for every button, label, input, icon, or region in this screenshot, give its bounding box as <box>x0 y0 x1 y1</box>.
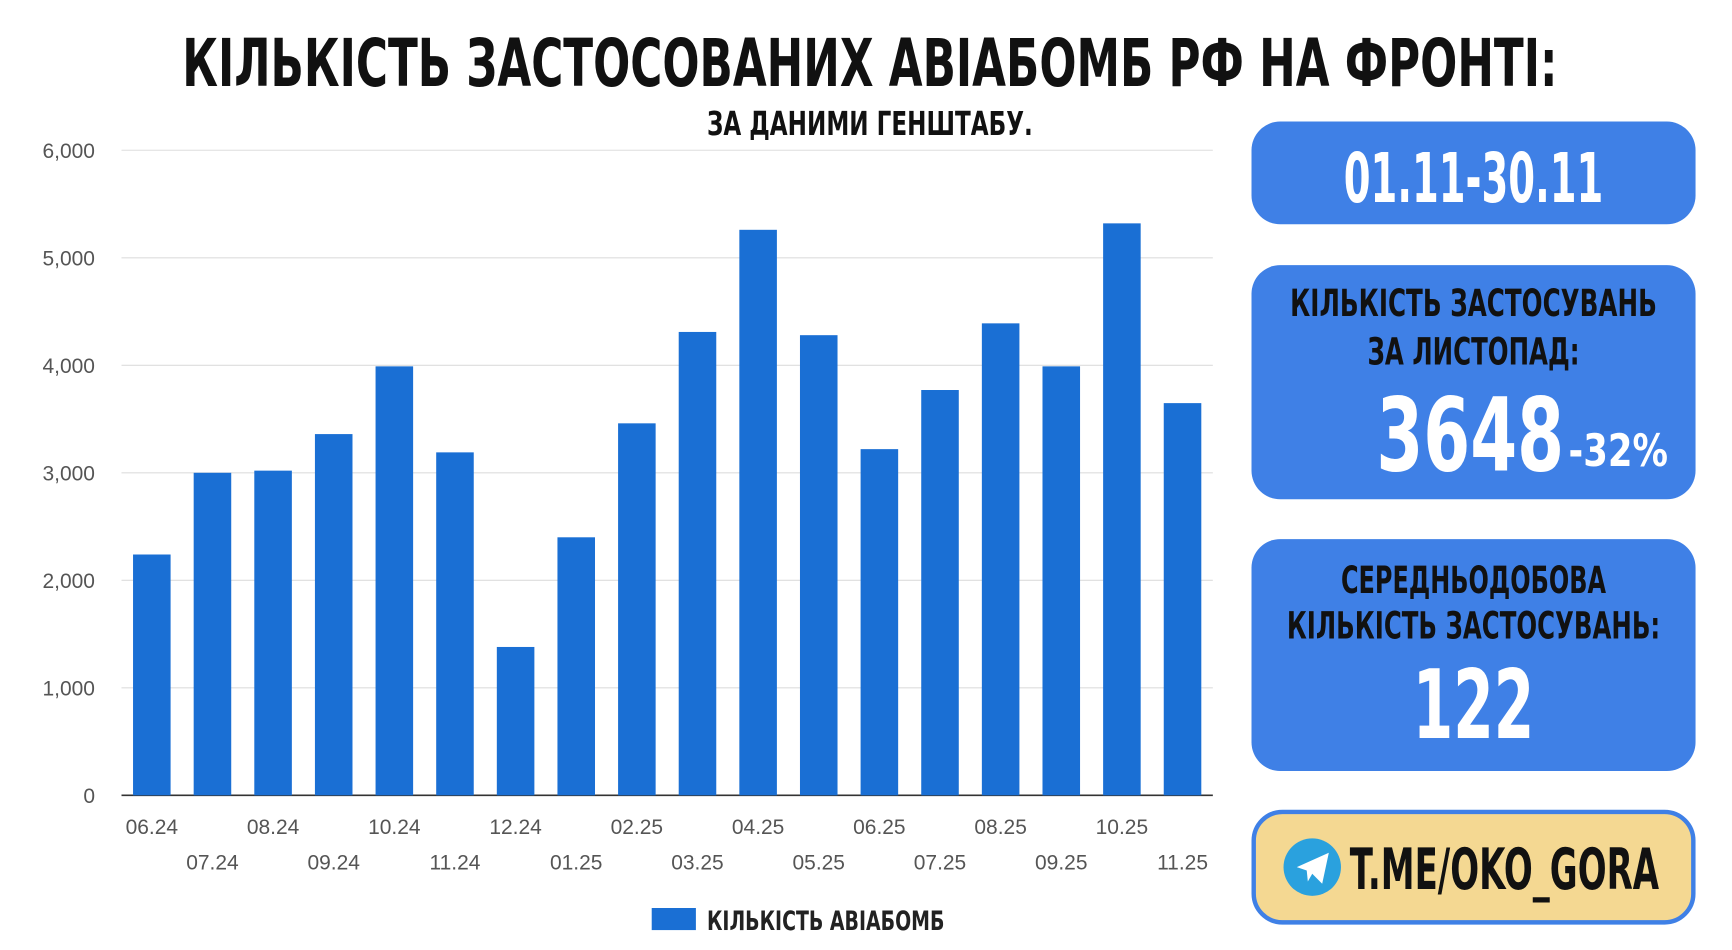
bar <box>375 366 414 796</box>
y-tick-label: 5,000 <box>43 247 95 270</box>
y-tick-label: 2,000 <box>43 570 95 593</box>
monthly-label: КІЛЬКІСТЬ ЗАСТОСУВАНЬ <box>1290 281 1657 325</box>
legend-label: КІЛЬКІСТЬ АВІАБОМБ <box>707 906 944 937</box>
daily-label: СЕРЕДНЬОДОБОВА <box>1341 558 1606 602</box>
bar <box>557 537 596 796</box>
bar <box>133 554 171 796</box>
bar <box>193 472 232 796</box>
x-tick-label: 08.25 <box>974 816 1026 839</box>
y-tick-label: 3,000 <box>43 463 95 486</box>
x-tick-label: 01.25 <box>550 851 602 874</box>
period-panel <box>1251 121 1696 225</box>
x-tick-label: 07.24 <box>186 851 239 874</box>
monthly-panel <box>1251 265 1696 500</box>
bar <box>678 331 717 796</box>
bar <box>1103 223 1141 796</box>
y-tick-label: 6,000 <box>43 140 95 163</box>
x-tick-label: 12.24 <box>489 816 542 839</box>
daily-value: 122 <box>1413 651 1535 761</box>
x-tick-label: 02.25 <box>611 816 663 839</box>
daily-label: КІЛЬКІСТЬ ЗАСТОСУВАНЬ: <box>1287 603 1660 647</box>
y-tick-label: 4,000 <box>43 355 95 378</box>
monthly-label: ЗА ЛИСТОПАД: <box>1367 330 1579 374</box>
x-tick-label: 11.25 <box>1157 851 1208 874</box>
bar <box>860 449 899 796</box>
bar <box>1163 403 1202 796</box>
plot: 0 1,000 2,000 3,000 4,000 5,000 6,000 06.24 07.2… <box>43 140 1213 937</box>
legend-swatch <box>651 908 696 931</box>
x-tick-label: 05.25 <box>793 851 845 874</box>
x-tick-label: 11.24 <box>430 851 481 874</box>
chart-title: КІЛЬКІСТЬ ЗАСТОСОВАНИХ АВІАБОМБ РФ НА ФР… <box>182 24 1557 102</box>
bar <box>254 470 292 796</box>
x-tick-label: 04.25 <box>732 816 784 839</box>
bar <box>618 423 656 796</box>
bar <box>496 646 535 796</box>
x-tick-label: 06.24 <box>126 816 179 839</box>
monthly-change: -32% <box>1569 426 1668 477</box>
period: 01.11-30.11 <box>1344 139 1604 219</box>
bar <box>921 390 959 796</box>
bar <box>314 434 353 796</box>
x-tick-label: 09.25 <box>1035 851 1087 874</box>
link[interactable]: T.ME/OKO_GORA <box>1350 836 1660 903</box>
daily-panel <box>1251 539 1696 772</box>
x-tick-label: 10.25 <box>1096 816 1148 839</box>
monthly-value: 3648 <box>1376 377 1564 495</box>
chart-subtitle: ЗА ДАНИМИ ГЕНШТАБУ. <box>707 104 1033 143</box>
bar <box>436 452 474 796</box>
x-tick-label: 03.25 <box>671 851 723 874</box>
link-panel[interactable] <box>1251 809 1696 925</box>
bar <box>799 335 838 796</box>
telegram-plane <box>1296 852 1329 884</box>
x-tick-label: 10.24 <box>368 816 421 839</box>
x-tick-label: 09.24 <box>307 851 360 874</box>
bar <box>1042 366 1081 796</box>
bar <box>981 323 1020 796</box>
x-tick-label: 06.25 <box>853 816 905 839</box>
x-tick-label: 08.24 <box>247 816 300 839</box>
x-tick-label: 07.25 <box>914 851 966 874</box>
y-tick-label: 1,000 <box>43 678 95 701</box>
y-tick-label: 0 <box>83 785 95 808</box>
bar <box>739 229 777 796</box>
